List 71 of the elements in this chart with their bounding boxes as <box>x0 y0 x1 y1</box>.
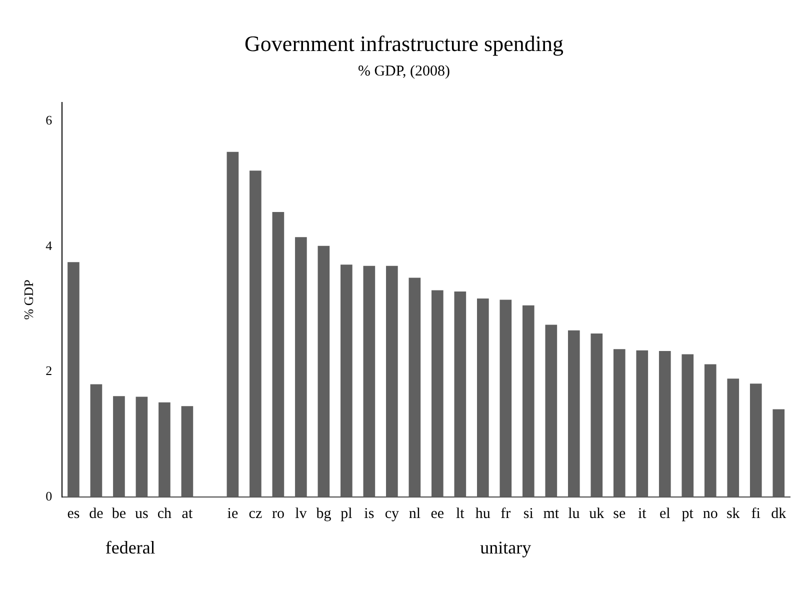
bar <box>727 378 740 497</box>
x-tick-label: dk <box>771 506 787 522</box>
bar <box>386 266 398 497</box>
y-tick-label: 4 <box>46 238 53 253</box>
bar <box>226 152 239 497</box>
bar <box>90 384 102 497</box>
bar <box>318 246 330 497</box>
x-tick-label: nl <box>408 506 421 522</box>
x-tick-label: es <box>67 506 80 522</box>
x-tick-label: is <box>364 506 374 522</box>
y-tick-label: 0 <box>46 488 52 504</box>
bar <box>454 292 466 497</box>
bar <box>68 262 80 497</box>
x-tick-label: lv <box>295 506 308 522</box>
x-tick-label: cy <box>384 506 400 522</box>
x-tick-label: be <box>112 506 126 522</box>
bar <box>363 266 376 497</box>
bar <box>113 396 125 497</box>
x-tick-label: ch <box>157 506 172 522</box>
bar <box>613 349 626 497</box>
chart-title: Government infrastructure spending <box>244 30 564 56</box>
x-tick-label: se <box>613 506 626 522</box>
bar <box>704 364 716 497</box>
bar <box>408 278 421 497</box>
chart-subtitle: % GDP, (2008) <box>358 63 450 80</box>
y-tick-label: 6 <box>46 112 53 128</box>
bar <box>477 298 489 497</box>
x-tick-label: sk <box>726 506 740 522</box>
bar <box>432 290 444 497</box>
text: unitary <box>480 538 532 558</box>
text: federal <box>105 538 156 558</box>
x-tick-label: el <box>659 506 670 522</box>
bar <box>500 300 512 497</box>
x-tick-label: lt <box>456 506 466 522</box>
bar <box>295 237 307 497</box>
bar <box>658 351 671 497</box>
y-axis-title: % GDP <box>21 280 36 320</box>
bar <box>750 384 762 497</box>
bar <box>590 334 603 497</box>
bar <box>522 305 534 497</box>
x-tick-label: no <box>702 506 718 522</box>
bar <box>250 170 262 497</box>
x-tick-label: fr <box>500 506 511 522</box>
x-tick-label: us <box>135 506 149 522</box>
bar <box>772 409 785 497</box>
x-tick-label: de <box>89 506 104 522</box>
x-tick-label: ie <box>227 506 238 522</box>
y-tick-label: 2 <box>46 363 52 378</box>
bar <box>272 212 284 497</box>
x-tick-label: it <box>638 506 648 522</box>
x-tick-label: si <box>523 506 534 522</box>
x-tick-label: at <box>182 506 194 522</box>
x-tick-label: uk <box>589 506 605 522</box>
bar <box>545 324 558 497</box>
x-tick-label: hu <box>475 506 491 522</box>
bar <box>136 396 148 497</box>
bar <box>340 264 352 497</box>
x-tick-label: ro <box>272 506 284 522</box>
bar <box>636 350 648 497</box>
bar <box>568 330 580 497</box>
x-tick-label: fi <box>751 506 760 522</box>
x-tick-label: pl <box>340 506 352 522</box>
bar <box>181 406 194 497</box>
x-tick-label: cz <box>248 506 262 522</box>
x-tick-label: ee <box>430 506 444 522</box>
x-tick-label: bg <box>316 506 332 522</box>
bar <box>682 354 694 497</box>
bar <box>158 402 170 497</box>
x-tick-label: mt <box>543 506 560 522</box>
x-tick-label: pt <box>682 506 694 522</box>
x-tick-label: lu <box>568 506 580 522</box>
